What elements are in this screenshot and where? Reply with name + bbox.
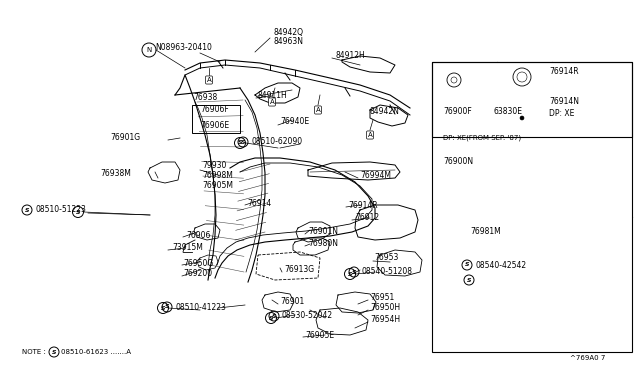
Text: 76914R: 76914R <box>348 201 378 209</box>
Text: 76951: 76951 <box>370 294 394 302</box>
Text: 76950H: 76950H <box>370 304 400 312</box>
Text: 08530-52042: 08530-52042 <box>282 311 333 321</box>
Text: 76938: 76938 <box>193 93 217 103</box>
Text: ^769A0 7: ^769A0 7 <box>570 355 605 361</box>
Text: S: S <box>465 263 469 267</box>
Text: 76906E: 76906E <box>200 121 229 129</box>
Text: 84912H: 84912H <box>335 51 365 60</box>
Text: 76901N: 76901N <box>308 228 338 237</box>
Text: 08510-62090: 08510-62090 <box>251 138 302 147</box>
Polygon shape <box>500 290 520 297</box>
Text: A: A <box>367 132 372 138</box>
Text: 76912: 76912 <box>355 214 379 222</box>
Text: S: S <box>241 140 245 144</box>
Circle shape <box>520 116 524 120</box>
Text: 76906: 76906 <box>186 231 211 240</box>
Text: 76913G: 76913G <box>284 266 314 275</box>
Text: 769200: 769200 <box>183 269 212 279</box>
Text: 76940E: 76940E <box>280 118 309 126</box>
Text: 08510-61623 .......A: 08510-61623 .......A <box>61 349 131 355</box>
Polygon shape <box>490 234 538 270</box>
Text: 08540-42542: 08540-42542 <box>475 260 526 269</box>
Text: S: S <box>352 269 356 275</box>
Text: A: A <box>269 99 275 105</box>
Text: 76906F: 76906F <box>200 106 228 115</box>
Text: 76953: 76953 <box>374 253 398 263</box>
Text: 84942Q: 84942Q <box>274 29 304 38</box>
Text: 76981M: 76981M <box>470 228 500 237</box>
Text: 76994M: 76994M <box>360 171 391 180</box>
Text: 76900F: 76900F <box>443 108 472 116</box>
Text: 76980N: 76980N <box>308 240 338 248</box>
Text: 73915M: 73915M <box>172 244 203 253</box>
Text: S: S <box>76 209 80 215</box>
Text: 76914: 76914 <box>247 199 271 208</box>
Text: 76900N: 76900N <box>443 157 473 167</box>
Text: 76901G: 76901G <box>110 134 140 142</box>
Text: 84911H: 84911H <box>258 90 288 99</box>
Text: 76914N: 76914N <box>549 97 579 106</box>
Text: S: S <box>348 272 352 276</box>
Text: 08540-51208: 08540-51208 <box>362 267 413 276</box>
Bar <box>432 62 632 352</box>
Text: 76905M: 76905M <box>202 180 233 189</box>
Bar <box>432 62 632 137</box>
Text: S: S <box>25 208 29 212</box>
Text: S: S <box>164 305 169 310</box>
Text: NOTE :: NOTE : <box>22 349 46 355</box>
Text: 84942N: 84942N <box>370 108 400 116</box>
Bar <box>192 105 240 133</box>
Text: S: S <box>161 305 165 311</box>
Text: 76950G: 76950G <box>183 259 213 267</box>
Text: A: A <box>316 107 321 113</box>
Text: 63830E: 63830E <box>494 108 523 116</box>
Text: N08963-20410: N08963-20410 <box>155 44 212 52</box>
Text: A: A <box>207 77 211 83</box>
Text: DP: XE: DP: XE <box>549 109 574 119</box>
Text: DP: XE(FROM SEP. '87): DP: XE(FROM SEP. '87) <box>443 135 521 141</box>
Text: S: S <box>52 350 56 355</box>
Text: S: S <box>467 278 471 282</box>
Text: N: N <box>147 47 152 53</box>
Text: 76914R: 76914R <box>549 67 579 77</box>
Text: 79930: 79930 <box>202 160 227 170</box>
Text: 08510-51223: 08510-51223 <box>35 205 86 215</box>
Text: S: S <box>272 314 276 318</box>
Text: 76901: 76901 <box>280 298 304 307</box>
Text: S: S <box>269 315 273 321</box>
Text: 76998M: 76998M <box>202 170 233 180</box>
Text: 76905E: 76905E <box>305 330 334 340</box>
Text: 84963N: 84963N <box>274 38 304 46</box>
Text: 76954H: 76954H <box>370 315 400 324</box>
Text: 76938M: 76938M <box>100 170 131 179</box>
Text: S: S <box>237 141 243 145</box>
Polygon shape <box>450 152 565 174</box>
Text: 08510-41223: 08510-41223 <box>175 302 226 311</box>
